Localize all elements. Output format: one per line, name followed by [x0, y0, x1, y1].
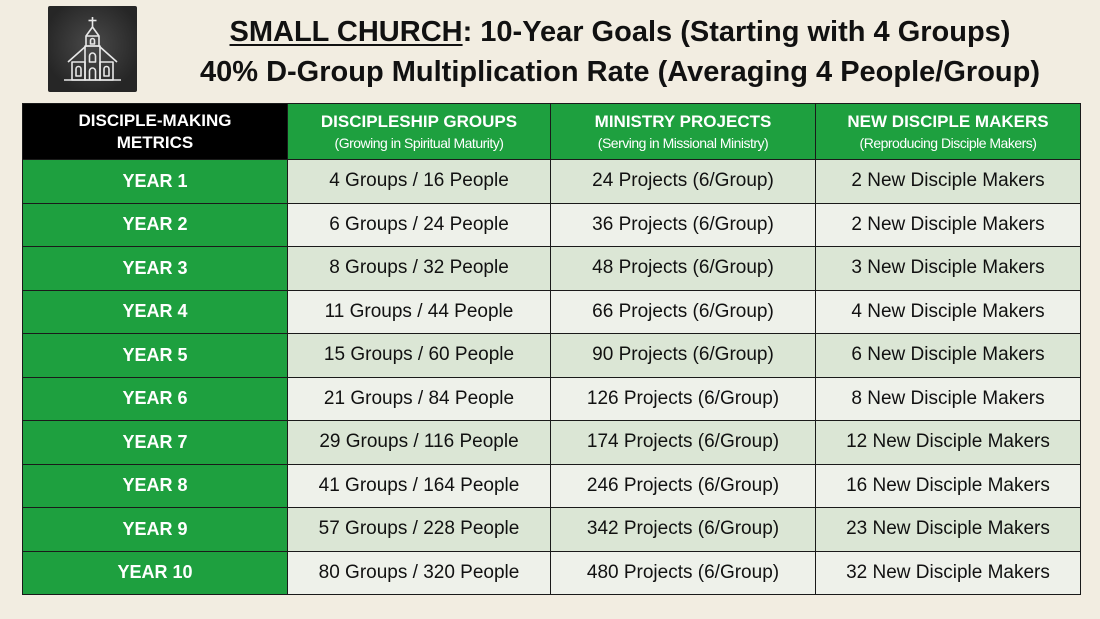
header-ministry-projects: MINISTRY PROJECTS (Serving in Missional … [550, 103, 816, 160]
groups-cell: 41 Groups / 164 People [287, 463, 551, 508]
year-cell: YEAR 9 [22, 507, 288, 552]
table-row: YEAR 10 80 Groups / 320 People 480 Proje… [22, 550, 1081, 595]
table-row: YEAR 8 41 Groups / 164 People 246 Projec… [22, 463, 1081, 508]
header-new-disciple-makers: NEW DISCIPLE MAKERS (Reproducing Discipl… [815, 103, 1081, 160]
header-sub-label: (Reproducing Disciple Makers) [859, 134, 1037, 151]
makers-cell: 8 New Disciple Makers [815, 376, 1081, 421]
groups-cell: 6 Groups / 24 People [287, 202, 551, 247]
header-main-label: MINISTRY PROJECTS [594, 111, 772, 131]
makers-cell: 12 New Disciple Makers [815, 420, 1081, 465]
year-cell: YEAR 1 [22, 159, 288, 204]
projects-cell: 90 Projects (6/Group) [550, 333, 816, 378]
header-main-label: DISCIPLESHIP GROUPS [320, 111, 518, 131]
table-row: YEAR 3 8 Groups / 32 People 48 Projects … [22, 246, 1081, 291]
year-cell: YEAR 2 [22, 202, 288, 247]
header-metrics-label: DISCIPLE-MAKING METRICS [78, 110, 232, 152]
year-cell: YEAR 7 [22, 420, 288, 465]
year-cell: YEAR 5 [22, 333, 288, 378]
makers-cell: 2 New Disciple Makers [815, 202, 1081, 247]
projects-cell: 480 Projects (6/Group) [550, 550, 816, 595]
makers-cell: 6 New Disciple Makers [815, 333, 1081, 378]
year-cell: YEAR 10 [22, 550, 288, 595]
makers-cell: 3 New Disciple Makers [815, 246, 1081, 291]
groups-cell: 15 Groups / 60 People [287, 333, 551, 378]
title-rest: : 10-Year Goals (Starting with 4 Groups) [462, 16, 1011, 48]
header-sub-label: (Growing in Spiritual Maturity) [334, 134, 504, 151]
groups-cell: 57 Groups / 228 People [287, 507, 551, 552]
groups-cell: 21 Groups / 84 People [287, 376, 551, 421]
year-cell: YEAR 4 [22, 289, 288, 334]
projects-cell: 126 Projects (6/Group) [550, 376, 816, 421]
church-logo [48, 6, 137, 92]
table-row: YEAR 2 6 Groups / 24 People 36 Projects … [22, 202, 1081, 247]
page-subtitle: 40% D-Group Multiplication Rate (Averagi… [199, 56, 1040, 88]
table-header-row: DISCIPLE-MAKING METRICS DISCIPLESHIP GRO… [22, 103, 1081, 160]
makers-cell: 32 New Disciple Makers [815, 550, 1081, 595]
groups-cell: 4 Groups / 16 People [287, 159, 551, 204]
makers-cell: 2 New Disciple Makers [815, 159, 1081, 204]
groups-cell: 29 Groups / 116 People [287, 420, 551, 465]
groups-cell: 8 Groups / 32 People [287, 246, 551, 291]
year-cell: YEAR 6 [22, 376, 288, 421]
header-discipleship-groups: DISCIPLESHIP GROUPS (Growing in Spiritua… [287, 103, 551, 160]
church-icon [64, 17, 121, 81]
projects-cell: 174 Projects (6/Group) [550, 420, 816, 465]
table-row: YEAR 6 21 Groups / 84 People 126 Project… [22, 376, 1081, 421]
table-row: YEAR 5 15 Groups / 60 People 90 Projects… [22, 333, 1081, 378]
header-sub-label: (Serving in Missional Ministry) [597, 134, 769, 151]
year-cell: YEAR 3 [22, 246, 288, 291]
makers-cell: 4 New Disciple Makers [815, 289, 1081, 334]
table-row: YEAR 9 57 Groups / 228 People 342 Projec… [22, 507, 1081, 552]
page-title: SMALL CHURCH: 10-Year Goals (Starting wi… [150, 14, 1090, 50]
projects-cell: 48 Projects (6/Group) [550, 246, 816, 291]
table-row: YEAR 4 11 Groups / 44 People 66 Projects… [22, 289, 1081, 334]
groups-cell: 80 Groups / 320 People [287, 550, 551, 595]
projects-cell: 36 Projects (6/Group) [550, 202, 816, 247]
makers-cell: 16 New Disciple Makers [815, 463, 1081, 508]
title-highlight: SMALL CHURCH [229, 16, 463, 48]
table-row: YEAR 7 29 Groups / 116 People 174 Projec… [22, 420, 1081, 465]
groups-cell: 11 Groups / 44 People [287, 289, 551, 334]
table-row: YEAR 1 4 Groups / 16 People 24 Projects … [22, 159, 1081, 204]
projects-cell: 246 Projects (6/Group) [550, 463, 816, 508]
year-cell: YEAR 8 [22, 463, 288, 508]
header-main-label: NEW DISCIPLE MAKERS [847, 111, 1049, 131]
goals-table: DISCIPLE-MAKING METRICS DISCIPLESHIP GRO… [22, 103, 1081, 595]
projects-cell: 342 Projects (6/Group) [550, 507, 816, 552]
header-metrics: DISCIPLE-MAKING METRICS [22, 103, 288, 160]
makers-cell: 23 New Disciple Makers [815, 507, 1081, 552]
projects-cell: 66 Projects (6/Group) [550, 289, 816, 334]
projects-cell: 24 Projects (6/Group) [550, 159, 816, 204]
